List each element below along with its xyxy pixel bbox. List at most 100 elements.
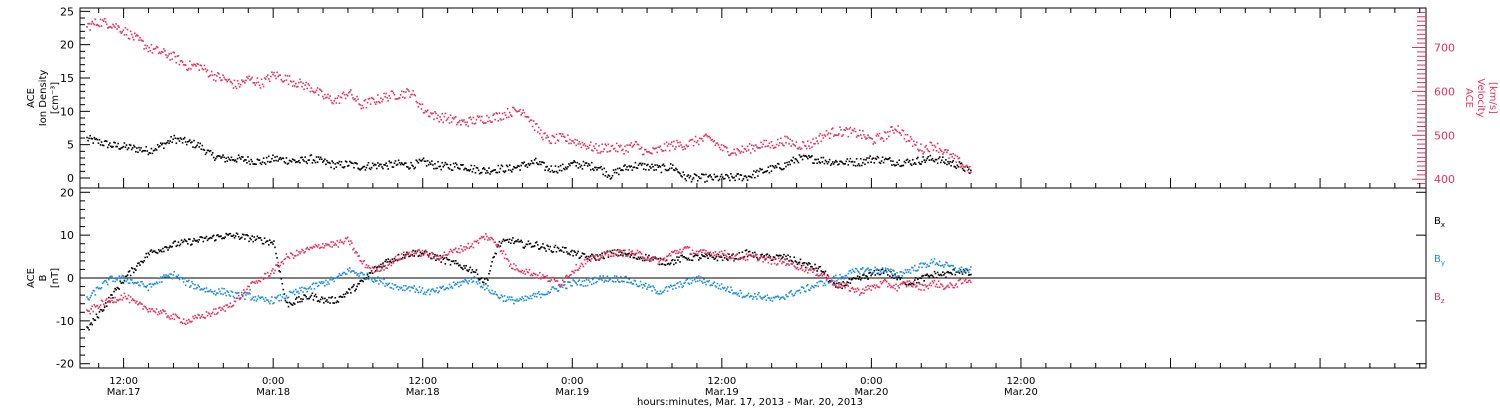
bz-series-point <box>383 269 385 271</box>
by-series-point <box>684 281 687 284</box>
velocity-series-point <box>412 90 414 92</box>
by-series-point <box>468 280 471 282</box>
velocity-series-point <box>291 85 294 87</box>
by-series-point <box>298 292 300 295</box>
density-series-point <box>240 155 243 158</box>
velocity-series-point <box>962 165 965 168</box>
velocity-series-point <box>550 142 553 145</box>
by-series-point <box>482 283 485 286</box>
bz-series-point <box>309 246 312 249</box>
velocity-series-point <box>355 100 357 102</box>
velocity-series-point <box>547 136 549 139</box>
bx-series-point <box>291 304 294 306</box>
bx-series-point <box>177 241 180 243</box>
density-tick-label: 15 <box>60 72 74 85</box>
bz-series-point <box>292 257 295 259</box>
density-series-point <box>155 149 158 151</box>
bz-series-point <box>847 285 850 287</box>
density-series-point <box>454 162 457 164</box>
by-series-point <box>110 275 112 278</box>
density-series-point <box>391 166 394 168</box>
bx-series-point <box>572 254 574 257</box>
bx-series-point <box>766 253 769 255</box>
by-series-point <box>866 268 868 270</box>
by-series-point <box>748 296 751 298</box>
bz-series-point <box>148 307 151 310</box>
bz-series-point <box>633 254 636 256</box>
density-series-point <box>623 165 625 167</box>
bz-series-point <box>626 255 628 258</box>
bz-series-point <box>119 298 122 301</box>
density-series-point <box>491 170 493 173</box>
velocity-series-point <box>582 144 585 146</box>
bz-series-point <box>162 309 164 311</box>
bx-series-point <box>294 298 297 300</box>
velocity-series-point <box>502 118 505 121</box>
bx-series-point <box>435 259 437 261</box>
bz-series-point <box>815 274 817 277</box>
bz-series-point <box>97 307 100 310</box>
by-series-point <box>823 282 826 285</box>
density-series-point <box>171 141 173 144</box>
bx-series-point <box>626 253 628 256</box>
density-series-point <box>245 159 247 161</box>
by-series-point <box>549 291 552 294</box>
bx-series-point <box>418 254 421 257</box>
x-tick-label-date: Mar.19 <box>555 387 589 398</box>
density-series-point <box>778 167 781 169</box>
density-series-point <box>503 171 506 174</box>
bx-series-point <box>602 257 605 259</box>
bx-series-point <box>494 252 496 255</box>
density-series-point <box>331 160 333 162</box>
velocity-series-point <box>366 101 369 104</box>
density-series-point <box>684 178 687 180</box>
density-series-point <box>515 166 517 169</box>
bz-series-point <box>617 251 620 253</box>
bz-series-point <box>252 281 255 284</box>
velocity-series-point <box>626 144 628 146</box>
density-series-point <box>324 158 326 161</box>
bx-series-point <box>513 242 515 245</box>
bx-series-point <box>359 280 361 282</box>
velocity-series-point <box>114 26 116 29</box>
by-series-point <box>288 290 291 293</box>
bx-series-point <box>743 255 746 258</box>
bz-series-point <box>234 300 237 303</box>
bz-series-point <box>428 253 431 256</box>
density-series-point <box>666 169 669 172</box>
density-series-point <box>377 162 379 164</box>
density-series-point <box>158 145 161 147</box>
bz-series-point <box>138 302 140 305</box>
bz-series-point <box>321 242 324 245</box>
density-series-point <box>644 168 647 171</box>
velocity-series-point <box>293 85 296 87</box>
density-series-point <box>330 166 332 169</box>
velocity-series-point <box>267 78 270 80</box>
velocity-series-point <box>88 23 90 25</box>
velocity-series-point <box>777 144 780 147</box>
density-series-point <box>661 164 664 167</box>
velocity-series-point <box>265 75 268 78</box>
bx-series-point <box>652 259 654 261</box>
bz-series-point <box>348 243 351 246</box>
velocity-series-point <box>338 102 341 104</box>
by-series-point <box>551 286 554 289</box>
velocity-series-point <box>250 78 252 80</box>
by-series-point <box>88 298 90 301</box>
by-series-point <box>310 288 313 290</box>
bz-series-point <box>952 286 955 289</box>
by-series-point <box>651 290 653 292</box>
by-series-point <box>124 277 127 280</box>
density-series-point <box>412 165 414 168</box>
bx-series-point <box>367 275 370 278</box>
density-series-point <box>325 163 327 166</box>
by-series-point <box>680 283 682 286</box>
velocity-series-point <box>650 152 652 154</box>
by-series-point <box>313 287 316 290</box>
velocity-series-point <box>452 118 455 120</box>
velocity-series-point <box>104 21 107 23</box>
by-series-point <box>881 267 884 269</box>
density-series-point <box>921 160 923 163</box>
density-series-point <box>831 161 834 163</box>
bz-series-point <box>333 244 336 246</box>
